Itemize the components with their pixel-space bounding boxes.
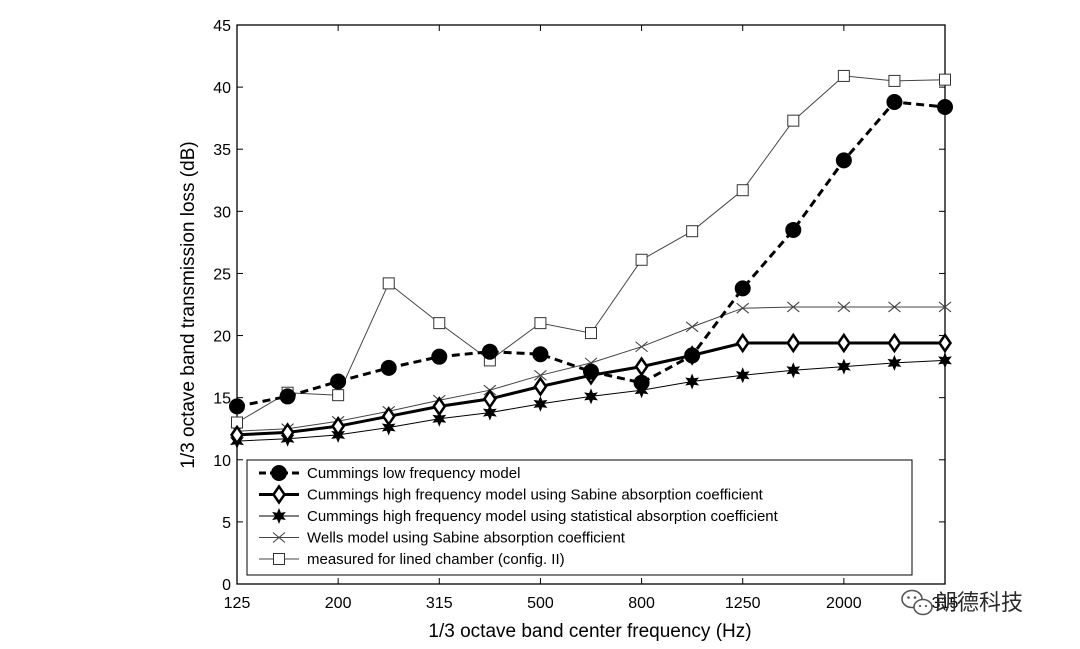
legend: Cummings low frequency model Cummings hig… [246,459,913,576]
x-tick-label: 315 [932,595,959,612]
data-point-s2 [584,388,598,405]
y-tick-label: 5 [222,515,231,532]
data-point-s2 [887,354,902,371]
data-point-s0 [380,359,397,376]
data-point-s2 [938,352,952,369]
wechat-icon [901,589,933,616]
data-point-s1 [937,332,953,354]
y-axis-label: 1/3 octave band transmission loss (dB) [178,141,199,468]
data-point-s0 [734,280,751,297]
data-point-s4 [585,327,597,340]
data-point-s4 [787,114,800,127]
data-point-s2 [685,373,700,390]
legend-marker [272,508,286,524]
watermark: 朗德科技 [901,589,1023,616]
data-point-s0 [481,343,498,360]
watermark-text: 朗德科技 [935,591,1023,616]
data-point-s4 [837,69,850,82]
y-tick-label: 35 [213,142,231,159]
data-point-s1 [432,396,447,417]
data-point-s3 [888,301,901,313]
data-point-s0 [886,94,903,111]
y-tick-label: 15 [213,391,231,408]
data-point-s2 [432,410,447,427]
data-point-s0 [684,347,701,364]
legend-marker [271,465,287,481]
data-point-s1 [280,422,295,443]
y-tick-label: 10 [213,453,231,470]
x-tick-label: 800 [628,595,655,612]
y-tick-label: 25 [213,266,231,283]
data-point-s3 [938,301,952,313]
data-point-s2 [381,419,396,436]
data-point-s0 [785,221,802,238]
data-point-s0 [583,363,599,380]
data-point-s4 [534,317,547,330]
series-line-0 [236,100,946,408]
data-point-s1 [482,388,497,410]
x-tick-label: 315 [426,595,453,612]
data-point-s0 [633,374,650,391]
data-point-s2 [735,367,750,384]
axis-ticks: 0 5 10 15 20 25 30 35 40 45 125 200 315 500 800 1250 200… [213,18,958,612]
data-point-s0 [835,152,852,169]
y-tick-label: 45 [213,18,231,35]
x-tick-label: 2000 [826,595,862,612]
data-point-s4 [433,317,446,330]
x-tick-label: 200 [325,595,352,612]
x-axis-label: 1/3 octave band center frequency (Hz) [428,621,751,642]
data-point-s1 [331,416,346,437]
data-point-s1 [229,424,245,446]
data-point-s3 [635,341,648,353]
data-point-s0 [279,388,296,405]
legend-label: Cummings low frequency model [307,465,520,482]
data-point-s4 [736,184,749,197]
data-point-s0 [937,98,953,115]
legend-box [246,459,913,576]
data-point-s3 [685,321,699,333]
y-tick-label: 30 [213,204,231,221]
legend-marker [273,553,285,565]
data-point-s2 [836,358,851,375]
legend-label: Cummings high frequency model using Sabi… [307,487,764,504]
data-point-s0 [229,398,245,415]
data-point-s4 [686,225,699,238]
legend-label: Wells model using Sabine absorption coef… [307,530,626,547]
data-point-s1 [381,406,396,427]
data-point-s1 [836,332,851,354]
data-point-s0 [330,373,347,390]
x-tick-label: 125 [224,595,251,612]
data-point-s1 [887,332,902,354]
data-point-s4 [382,277,395,290]
data-point-s1 [634,356,649,377]
data-point-s0 [431,348,448,365]
data-point-s2 [533,395,548,412]
legend-marker [272,532,286,543]
data-point-s0 [532,346,549,363]
data-point-s3 [736,302,750,314]
data-point-s3 [837,301,851,313]
x-tick-label: 500 [527,595,554,612]
series-markers [229,69,953,450]
y-tick-label: 0 [222,577,231,594]
data-point-s2 [786,362,801,379]
data-point-s1 [786,332,801,354]
data-point-s4 [635,253,648,266]
legend-label: Cummings high frequency model using stat… [307,508,779,525]
data-point-s3 [786,301,800,313]
legend-label: measured for lined chamber (config. II) [307,551,565,568]
data-point-s1 [735,332,750,354]
data-point-s4 [332,389,345,402]
x-tick-label: 1250 [725,595,761,612]
data-point-s4 [939,73,951,86]
y-tick-label: 20 [213,329,231,346]
data-point-s1 [533,376,548,397]
data-point-s3 [534,369,547,381]
data-point-s2 [482,404,497,421]
data-point-s4 [888,74,901,87]
legend-marker [271,484,287,505]
y-tick-label: 40 [213,80,231,97]
